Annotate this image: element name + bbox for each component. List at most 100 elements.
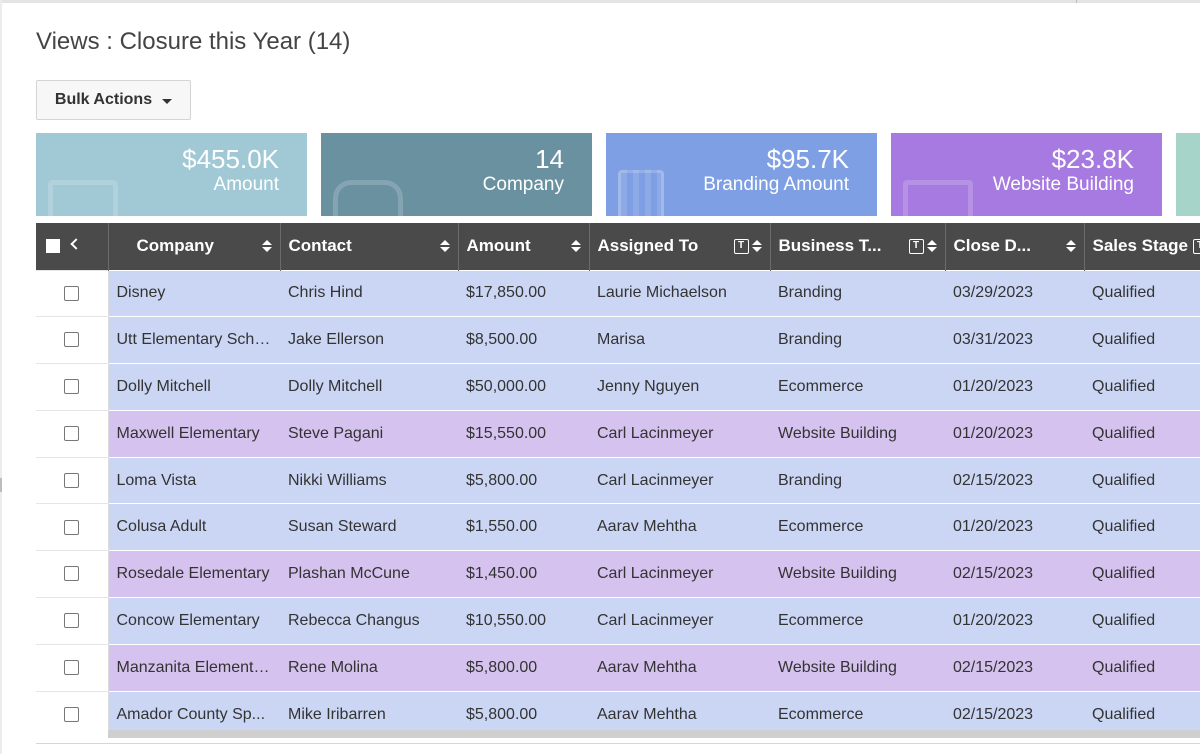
column-header-sales-stage[interactable]: Sales Stage T — [1084, 223, 1200, 270]
row-checkbox[interactable] — [64, 566, 80, 582]
company-cell[interactable]: Amador County Sp... — [108, 690, 280, 735]
column-header-label: Sales Stage — [1092, 236, 1188, 256]
caret-down-icon — [162, 98, 173, 104]
column-header-business-type[interactable]: Business T... T — [770, 223, 946, 270]
company-cell[interactable]: Maxwell Elementary — [108, 409, 280, 458]
chevron-left-icon[interactable] — [70, 238, 82, 250]
filter-icon[interactable]: T — [733, 238, 749, 254]
row-select-cell — [36, 643, 109, 692]
row-select-cell — [36, 456, 109, 504]
table-row[interactable]: Disney Chris Hind $17,850.00 Laurie Michael… — [36, 269, 1200, 317]
business-type-cell: Website Building — [770, 643, 945, 692]
amount-cell: $17,850.00 — [458, 269, 589, 317]
business-type-cell: Ecommerce — [770, 363, 945, 411]
company-cell[interactable]: Dolly Mitchell — [108, 363, 280, 411]
table-row[interactable]: Dolly Mitchell Dolly Mitchell $50,000.00 Je… — [36, 363, 1200, 411]
summary-tile-amount[interactable]: $455.0K Amount — [36, 133, 307, 216]
tile-value: 14 — [535, 144, 564, 174]
amount-cell: $15,550.00 — [458, 409, 589, 458]
records-table: Company Contact Amount — [36, 223, 1200, 735]
contact-cell: Rebecca Changus — [280, 597, 458, 645]
filter-icon[interactable]: T — [1192, 238, 1200, 254]
close-date-cell: 03/31/2023 — [945, 316, 1084, 364]
row-checkbox[interactable] — [64, 379, 80, 395]
business-type-cell: Website Building — [770, 550, 945, 598]
row-checkbox[interactable] — [64, 613, 80, 629]
bulk-actions-button[interactable]: Bulk Actions — [36, 80, 191, 120]
column-header-company[interactable]: Company — [108, 223, 281, 270]
summary-tile-website-building[interactable]: $23.8K Website Building — [891, 133, 1162, 216]
table-header-row: Company Contact Amount — [36, 223, 1200, 270]
sales-stage-cell: Qualified — [1084, 269, 1200, 317]
amount-cell: $1,550.00 — [458, 503, 589, 551]
contact-cell: Steve Pagani — [280, 409, 458, 458]
tile-value: $455.0K — [182, 144, 279, 174]
sales-stage-cell: Qualified — [1084, 409, 1200, 458]
sort-icon[interactable] — [439, 240, 450, 253]
row-checkbox[interactable] — [64, 332, 80, 348]
splitter-handle[interactable] — [0, 478, 2, 492]
contact-cell: Plashan McCune — [280, 550, 458, 598]
assigned-to-cell: Jenny Nguyen — [589, 363, 770, 411]
close-date-cell: 01/20/2023 — [945, 409, 1084, 458]
select-all-header — [36, 223, 109, 270]
business-type-cell: Branding — [770, 269, 945, 317]
horizontal-scrollbar[interactable] — [108, 730, 1200, 738]
tile-label: Company — [482, 174, 564, 195]
amount-cell: $5,800.00 — [458, 690, 589, 735]
company-cell[interactable]: Concow Elementary — [108, 597, 280, 645]
row-checkbox[interactable] — [64, 426, 80, 442]
column-header-contact[interactable]: Contact — [280, 223, 459, 270]
business-type-cell: Branding — [770, 316, 945, 364]
table-row[interactable]: Utt Elementary School Jake Ellerson $8,500… — [36, 316, 1200, 364]
assigned-to-cell: Aarav Mehtha — [589, 690, 770, 735]
close-date-cell: 02/15/2023 — [945, 550, 1084, 598]
table-row[interactable]: Concow Elementary Rebecca Changus $10,550.… — [36, 597, 1200, 645]
column-header-label: Business T... — [778, 236, 882, 256]
company-cell[interactable]: Rosedale Elementary — [108, 550, 280, 598]
company-cell[interactable]: Manzanita Elementary — [108, 643, 280, 692]
filter-icon[interactable]: T — [908, 238, 924, 254]
tile-value: $95.7K — [766, 144, 849, 174]
row-checkbox[interactable] — [64, 285, 80, 301]
summary-tile-branding-amount[interactable]: $95.7K Branding Amount — [606, 133, 877, 216]
contact-cell: Dolly Mitchell — [280, 363, 458, 411]
table-row[interactable]: Loma Vista Nikki Williams $5,800.00 Carl La… — [36, 456, 1200, 504]
close-date-cell: 01/20/2023 — [945, 597, 1084, 645]
assigned-to-cell: Marisa — [589, 316, 770, 364]
assigned-to-cell: Carl Lacinmeyer — [589, 456, 770, 504]
assigned-to-cell: Carl Lacinmeyer — [589, 550, 770, 598]
row-checkbox[interactable] — [64, 707, 80, 723]
row-checkbox[interactable] — [64, 472, 80, 488]
column-header-close-date[interactable]: Close D... — [945, 223, 1085, 270]
contact-cell: Susan Steward — [280, 503, 458, 551]
summary-tile-company[interactable]: 14 Company — [321, 133, 592, 216]
column-header-label: Amount — [466, 236, 531, 256]
row-select-cell — [36, 363, 109, 411]
assigned-to-cell: Aarav Mehtha — [589, 643, 770, 692]
table-row[interactable]: Maxwell Elementary Steve Pagani $15,550.00… — [36, 409, 1200, 458]
sort-icon[interactable] — [926, 240, 937, 253]
company-cell[interactable]: Disney — [108, 269, 280, 317]
table-row[interactable]: Rosedale Elementary Plashan McCune $1,450.… — [36, 550, 1200, 598]
assigned-to-cell: Carl Lacinmeyer — [589, 597, 770, 645]
table-row[interactable]: Amador County Sp... Mike Iribarren $5,800.… — [36, 690, 1200, 735]
company-cell[interactable]: Loma Vista — [108, 456, 280, 504]
column-header-amount[interactable]: Amount — [458, 223, 590, 270]
table-row[interactable]: Colusa Adult Susan Steward $1,550.00 Aarav … — [36, 503, 1200, 551]
sort-icon[interactable] — [261, 240, 272, 253]
contact-cell: Jake Ellerson — [280, 316, 458, 364]
summary-tile-partial[interactable] — [1176, 133, 1200, 216]
row-checkbox[interactable] — [64, 660, 80, 676]
sort-icon[interactable] — [570, 240, 581, 253]
column-header-assigned-to[interactable]: Assigned To T — [589, 223, 771, 270]
table-row[interactable]: Manzanita Elementary Rene Molina $5,800.00… — [36, 643, 1200, 692]
select-all-checkbox[interactable] — [46, 239, 60, 254]
company-cell[interactable]: Utt Elementary School — [108, 316, 280, 364]
row-checkbox[interactable] — [64, 519, 80, 535]
company-cell[interactable]: Colusa Adult — [108, 503, 280, 551]
sales-stage-cell: Qualified — [1084, 503, 1200, 551]
sort-icon[interactable] — [1065, 240, 1076, 253]
bulk-actions-label: Bulk Actions — [54, 91, 153, 108]
sort-icon[interactable] — [751, 240, 762, 253]
